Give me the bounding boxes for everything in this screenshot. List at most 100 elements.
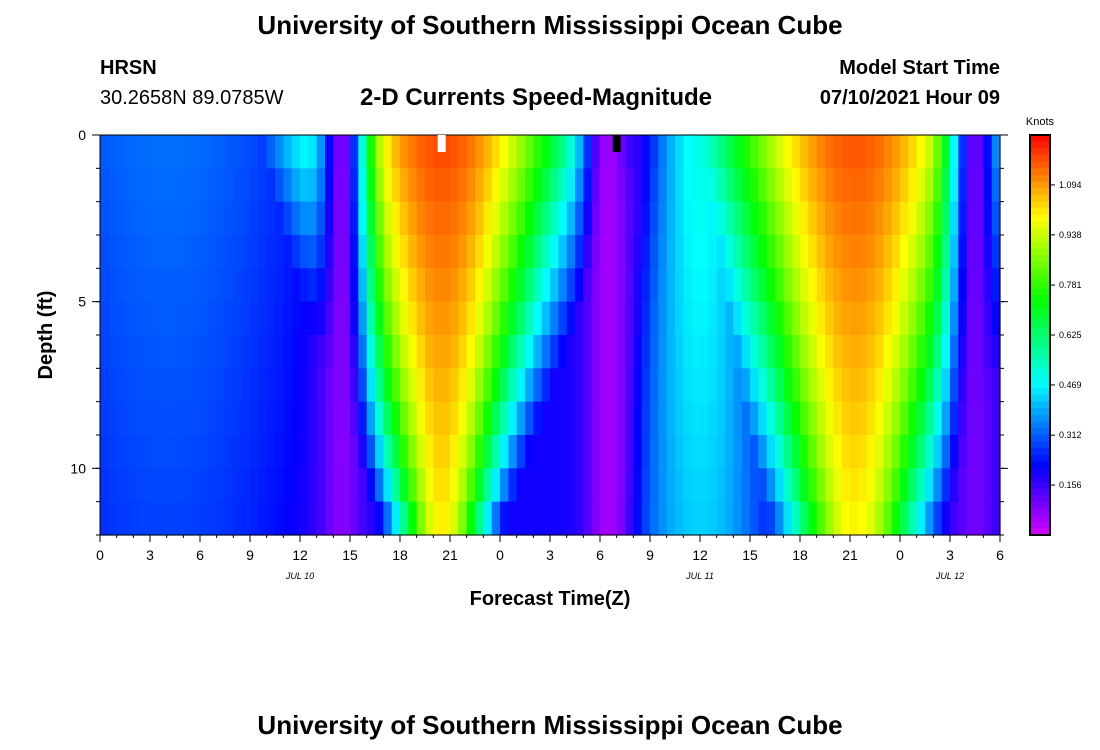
heatmap-cell	[341, 135, 351, 169]
heatmap-cell	[750, 468, 759, 503]
colorbar-tick-label: 0.625	[1059, 330, 1082, 340]
heatmap-cell	[900, 401, 909, 436]
heatmap-cell	[858, 301, 868, 336]
colorbar-segment	[1030, 381, 1050, 389]
heatmap-cell	[350, 368, 359, 403]
heatmap-cell	[433, 501, 443, 536]
heatmap-cell	[225, 435, 234, 469]
heatmap-cell	[875, 301, 884, 336]
heatmap-cell	[483, 401, 493, 436]
heatmap-cell	[383, 501, 393, 536]
heatmap-cell	[683, 435, 693, 469]
heatmap-cell	[275, 135, 284, 169]
heatmap-cell	[208, 301, 218, 336]
heatmap-cell	[858, 368, 868, 403]
heatmap-cell	[225, 168, 234, 203]
heatmap-cell	[683, 401, 693, 436]
heatmap-cell	[858, 468, 868, 503]
heatmap-cell	[975, 435, 984, 469]
heatmap-cell	[591, 368, 601, 403]
heatmap-cell	[925, 168, 934, 203]
heatmap-cell	[383, 268, 393, 303]
heatmap-cell	[383, 368, 393, 403]
x-tick-label: 15	[742, 547, 758, 563]
heatmap-cell	[950, 201, 959, 236]
heatmap-cell	[250, 135, 259, 169]
heatmap-cell	[383, 135, 393, 169]
heatmap-cell	[200, 335, 209, 369]
heatmap-cell	[283, 135, 293, 169]
heatmap-cell	[525, 368, 534, 403]
heatmap-cell	[300, 368, 309, 403]
heatmap-cell	[391, 468, 401, 503]
colorbar-tick-label: 0.469	[1059, 380, 1082, 390]
heatmap-cell	[441, 201, 451, 236]
heatmap-cell	[350, 301, 359, 336]
heatmap-cell	[633, 201, 643, 236]
heatmap-cell	[908, 401, 918, 436]
heatmap-cell	[875, 401, 884, 436]
heatmap-cell	[366, 401, 376, 436]
heatmap-cell	[758, 135, 768, 169]
heatmap-cell	[100, 135, 109, 169]
heatmap-cell	[108, 301, 118, 336]
heatmap-cell	[691, 168, 701, 203]
heatmap-cell	[325, 468, 334, 503]
heatmap-cell	[825, 335, 834, 369]
heatmap-cell	[333, 135, 343, 169]
heatmap-cell	[908, 368, 918, 403]
heatmap-cell	[166, 268, 176, 303]
heatmap-cell	[991, 368, 1001, 403]
heatmap-cell	[850, 435, 859, 469]
heatmap-cell	[800, 168, 809, 203]
heatmap-cell	[825, 135, 834, 169]
heatmap-cell	[291, 501, 301, 536]
heatmap-cell	[108, 368, 118, 403]
heatmap-cell	[858, 201, 868, 236]
heatmap-cell	[466, 201, 476, 236]
heatmap-cell	[966, 368, 976, 403]
heatmap-cell	[600, 468, 609, 503]
heatmap-cell	[358, 235, 368, 269]
heatmap-cell	[541, 435, 551, 469]
heatmap-cell	[825, 368, 834, 403]
heatmap-cell	[641, 368, 651, 403]
heatmap-cell	[875, 368, 884, 403]
heatmap-cell	[216, 401, 226, 436]
heatmap-cell	[891, 235, 901, 269]
heatmap-cell	[966, 168, 976, 203]
heatmap-cell	[450, 301, 459, 336]
x-tick-label: 21	[442, 547, 458, 563]
heatmap-cell	[600, 135, 609, 169]
heatmap-cell	[466, 268, 476, 303]
heatmap-cell	[966, 468, 976, 503]
heatmap-cell	[183, 235, 193, 269]
bottom-title: University of Southern Mississippi Ocean…	[257, 710, 843, 740]
heatmap-cell	[341, 301, 351, 336]
heatmap-cell	[991, 301, 1001, 336]
heatmap-cell	[883, 468, 893, 503]
heatmap-cell	[625, 301, 634, 336]
heatmap-cell	[441, 435, 451, 469]
heatmap-cell	[741, 335, 751, 369]
heatmap-cell	[908, 501, 918, 536]
heatmap-cell	[391, 268, 401, 303]
heatmap-cell	[908, 335, 918, 369]
heatmap-cell	[900, 368, 909, 403]
colorbar-segment	[1030, 135, 1050, 143]
heatmap-cell	[275, 468, 284, 503]
heatmap-cell	[241, 135, 251, 169]
heatmap-cell	[941, 335, 951, 369]
heatmap-cell	[325, 268, 334, 303]
heatmap-cell	[891, 135, 901, 169]
heatmap-cell	[383, 401, 393, 436]
heatmap-cell	[541, 468, 551, 503]
heatmap-cell	[633, 268, 643, 303]
heatmap-cell	[450, 335, 459, 369]
heatmap-cell	[550, 301, 559, 336]
heatmap-cell	[916, 168, 926, 203]
heatmap-cell	[933, 268, 943, 303]
heatmap-cell	[708, 468, 718, 503]
heatmap-cell	[116, 501, 126, 536]
heatmap-cell	[466, 401, 476, 436]
